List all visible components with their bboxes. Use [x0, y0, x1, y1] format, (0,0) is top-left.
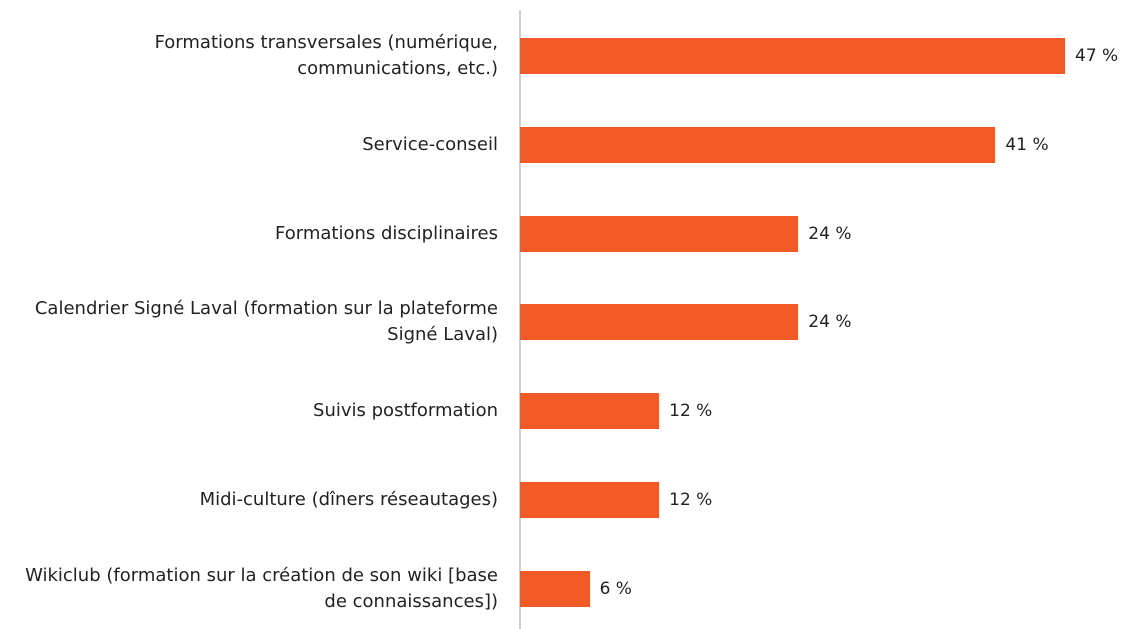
category-label: Formations disciplinaires: [275, 222, 498, 244]
value-label: 47 %: [1075, 46, 1119, 66]
category-label: Service-conseil: [362, 133, 498, 155]
bar: [520, 126, 996, 163]
bar: [520, 215, 799, 252]
category-label: Midi-culture (dîners réseautages): [199, 488, 498, 510]
value-label: 12 %: [669, 490, 713, 510]
bar: [520, 570, 590, 607]
bar: [520, 38, 1065, 74]
bar: [520, 393, 660, 430]
value-label: 24 %: [808, 223, 852, 244]
value-label: 6 %: [599, 578, 632, 599]
category-label: Suivis postformation: [313, 400, 498, 422]
category-label: Calendrier Signé Laval (formation sur la…: [34, 298, 498, 346]
category-label: Formations transversales (numérique, com…: [154, 31, 498, 79]
value-label: 12 %: [669, 401, 713, 422]
category-label: Wikiclub (formation sur la création de s…: [25, 564, 498, 612]
value-label: 24 %: [808, 312, 852, 333]
bar: [520, 304, 799, 341]
bar: [520, 482, 660, 518]
value-label: 41 %: [1005, 134, 1049, 155]
